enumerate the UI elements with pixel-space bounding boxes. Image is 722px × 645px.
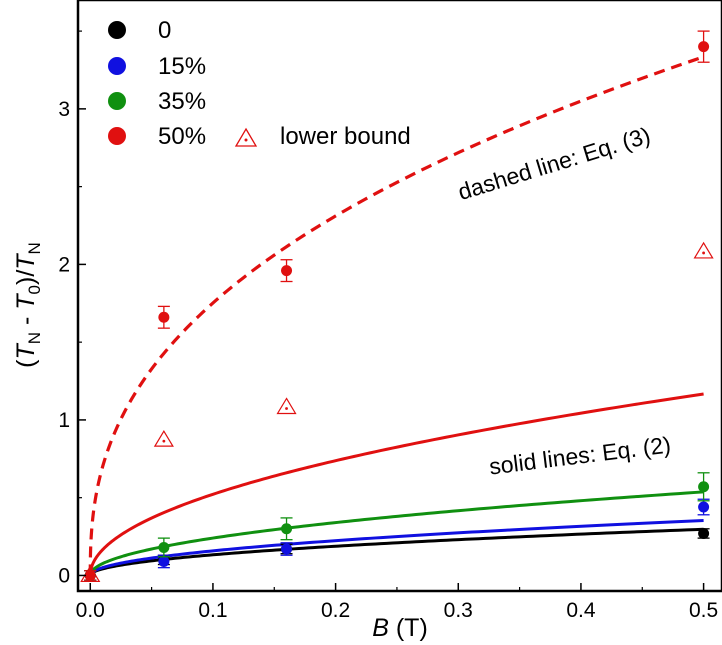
legend-marker-0 (108, 21, 126, 39)
legend-label-0: 0 (158, 17, 171, 44)
y-tick-label: 1 (58, 409, 70, 432)
data-point-series-2 (697, 472, 710, 502)
data-point-series-2 (280, 517, 293, 541)
x-axis-label: B (T) (372, 614, 428, 642)
data-point-series-0 (697, 527, 710, 539)
fit-line-series-1 (88, 518, 704, 576)
x-tick-label: 0.5 (689, 599, 718, 622)
fit-line-series-2 (88, 490, 704, 576)
annotation-solid-lines: solid lines: Eq. (2) (488, 431, 673, 479)
data-point-series-3 (157, 305, 170, 329)
fit-curves (88, 55, 705, 576)
x-tick-label: 0.0 (76, 599, 105, 622)
data-points (80, 30, 714, 583)
fit-dashed-series-3 (88, 55, 705, 576)
legend-label-lower-bound: lower bound (280, 123, 411, 150)
y-tick-label: 0 (58, 564, 70, 587)
data-point-series-3 (280, 259, 293, 283)
y-tick-label: 2 (58, 253, 70, 276)
axis-ticks: 0.0 0.1 0.2 0.3 0.4 0.5 0 1 2 3 (58, 30, 718, 622)
x-tick-label: 0.3 (444, 599, 473, 622)
legend-marker-lower-bound (234, 127, 258, 147)
legend-label-50: 50% (158, 123, 206, 150)
lower-bound-marker (153, 429, 174, 447)
data-point-series-2 (157, 537, 170, 558)
x-tick-label: 0.1 (198, 599, 227, 622)
data-point-series-1 (280, 542, 293, 556)
lower-bound-marker (276, 397, 297, 415)
x-tick-label: 0.2 (321, 599, 350, 622)
plot-frame (76, 0, 722, 593)
y-tick-label: 3 (58, 98, 70, 121)
annotation-dashed-line: dashed line: Eq. (3) (455, 122, 653, 205)
data-point-series-3 (84, 569, 97, 581)
legend-marker-15 (108, 57, 126, 75)
data-point-series-3 (697, 30, 710, 63)
legend-marker-50 (108, 127, 126, 145)
y-axis-label: (TN - T0)/TN (12, 242, 44, 368)
fit-line-series-3 (88, 392, 704, 576)
legend-label-15: 15% (158, 53, 206, 80)
legend-marker-35 (108, 92, 126, 110)
x-tick-label: 0.4 (566, 599, 596, 622)
lower-bound-marker (693, 241, 714, 259)
legend: 0 15% 35% 50% lower bound (108, 17, 411, 150)
legend-label-35: 35% (158, 88, 206, 115)
data-point-series-1 (697, 498, 710, 516)
